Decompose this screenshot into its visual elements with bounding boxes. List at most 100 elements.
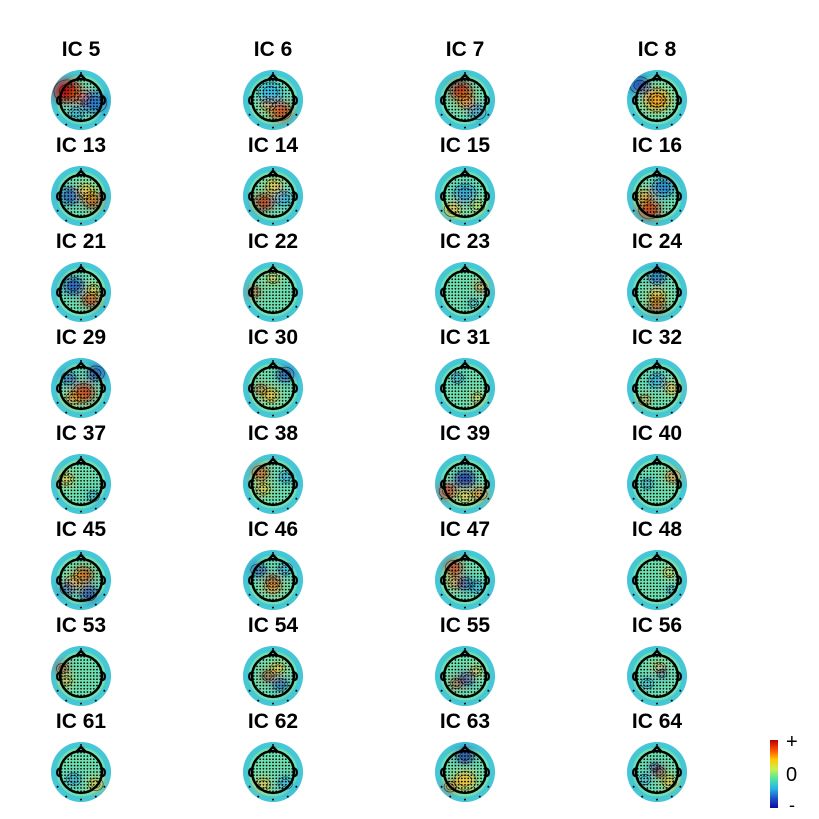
electrode-dot [83, 755, 86, 757]
electrode-dot [656, 659, 658, 661]
electrode-dot [275, 780, 278, 783]
head-outline [250, 557, 296, 603]
electrode-dot [76, 396, 79, 399]
electrode-dot [656, 495, 658, 498]
electrode-dot [278, 675, 281, 677]
electrode-dot [656, 579, 658, 581]
electrode-dot [467, 588, 470, 591]
electrode-dot [259, 585, 262, 588]
electrode-dot [272, 108, 274, 111]
electrode-dot [252, 195, 255, 197]
electrode-dot [272, 499, 274, 501]
electrode-dot [470, 188, 473, 191]
electrode-dot [665, 668, 668, 671]
electrode-dot [476, 470, 479, 473]
electrode-dot [92, 489, 95, 492]
electrode-dot [656, 111, 658, 114]
electrode-dot [259, 383, 262, 386]
electrode-dot [70, 684, 73, 687]
electrode-dot [672, 188, 674, 191]
electrode-dot [262, 108, 265, 111]
electrode-dot [56, 785, 59, 788]
electrode-dot [83, 390, 86, 393]
electrode-dot [473, 393, 476, 396]
electrode-dot [476, 108, 479, 111]
electrode-dot [464, 582, 466, 585]
ic-title: IC 24 [631, 230, 683, 253]
electrode-dot [656, 383, 658, 386]
electrode-dot [89, 204, 92, 207]
electrode-dot [649, 684, 652, 687]
electrode-dot [284, 755, 287, 757]
electrode-dot [640, 489, 642, 492]
electrode-dot [464, 393, 466, 396]
electrode-dot [86, 383, 89, 386]
electrode-dot [480, 387, 482, 389]
electrode-dot [265, 182, 268, 185]
electrode-dot [668, 115, 671, 117]
contour-line [655, 663, 664, 671]
electrode-dot [86, 105, 89, 108]
electrode-dot [643, 681, 646, 684]
electrode-dot [275, 294, 278, 297]
electrode-dot [659, 463, 662, 466]
electrode-dot [448, 777, 450, 780]
electrode-dot [672, 387, 674, 389]
electrode-dot [467, 678, 470, 681]
electrode-dot [284, 371, 287, 373]
electrode-dot [80, 572, 82, 575]
electrode-dot [451, 204, 454, 207]
electrode-dot [76, 371, 79, 373]
electrode-dot [67, 476, 70, 479]
electrode-dot [67, 377, 70, 380]
electrode-dot [259, 303, 262, 306]
electrode-dot [668, 684, 671, 687]
electrode-dot [86, 771, 89, 773]
electrode-dot [675, 585, 678, 588]
electrode-dot [92, 390, 95, 393]
electrode-dot [80, 767, 82, 770]
electrode-dot [656, 606, 658, 609]
electrode-dot [70, 108, 73, 111]
electrode-dot [668, 399, 671, 402]
electrode-dot [643, 492, 646, 495]
electrode-dot [76, 595, 79, 597]
electrode-dot [73, 470, 76, 473]
head-outline [250, 653, 296, 699]
electrode-dot [281, 588, 284, 591]
electrode-dot [89, 483, 92, 485]
electrode-dot [268, 483, 271, 485]
electrode-dot [643, 761, 646, 764]
electrode-dot [675, 393, 678, 396]
electrode-dot [444, 297, 447, 300]
electrode-dot [646, 588, 649, 591]
electrode-dot [275, 492, 278, 495]
electrode-dot [457, 591, 460, 594]
electrode-dot [480, 671, 482, 674]
ear-marker [440, 671, 445, 682]
electrode-dot [265, 79, 268, 82]
electrode-dot [464, 414, 466, 417]
electrode-dot [649, 383, 652, 386]
electrode-dot [476, 198, 479, 201]
electrode-dot [96, 393, 98, 396]
electrode-dot [643, 396, 646, 399]
electrode-dot [473, 687, 476, 690]
electrode-dot [652, 291, 655, 293]
electrode-dot [275, 399, 278, 402]
electrode-dot [636, 105, 639, 108]
electrode-dot [480, 111, 482, 114]
electrode-dot [278, 582, 281, 585]
electrode-dot [67, 278, 70, 281]
electrode-dot [80, 211, 82, 213]
electrode-dot [278, 380, 281, 383]
electrode-dot [480, 195, 482, 197]
electrode-dot [256, 483, 258, 485]
contour-line [273, 105, 288, 118]
electrode-dot [80, 761, 82, 764]
electrode-dot [288, 380, 290, 383]
electrode-dot [284, 403, 287, 405]
electrode-dot [470, 374, 473, 377]
electrode-dot [70, 387, 73, 389]
ear-marker [293, 383, 298, 394]
